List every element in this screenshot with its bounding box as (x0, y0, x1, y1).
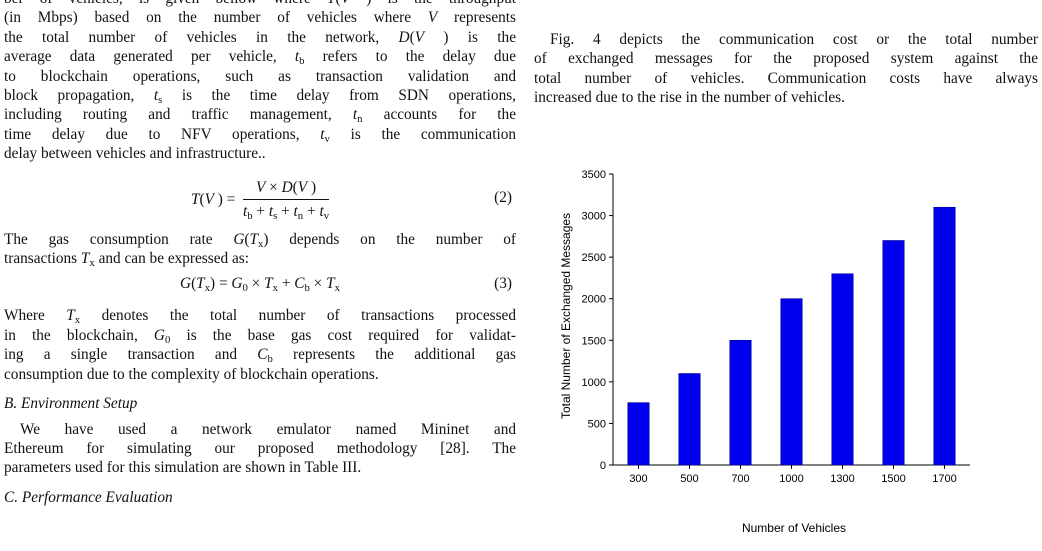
paragraph-fig4-description: Fig. 4 depicts the communication cost or… (534, 0, 1038, 107)
bar (678, 373, 701, 466)
paragraph-gas-consumption: The gas consumption rate G(Tx) depends o… (4, 230, 516, 269)
x-axis-label: Number of Vehicles (742, 521, 846, 535)
equation-3: G(Tx) = G0 × Tx + Cb × Tx (3) (180, 275, 512, 295)
x-tick-label: 300 (629, 473, 647, 485)
equation-2: T(V ) = V × D(V ) tb + ts + tn + tv (2) (190, 178, 512, 223)
y-tick-label: 3000 (582, 211, 606, 223)
y-tick-label: 1500 (582, 335, 606, 347)
paragraph-transactions: Where Tx denotes the total number of tra… (4, 306, 516, 384)
bar (831, 273, 854, 466)
bar (627, 402, 650, 466)
y-tick-label: 500 (588, 418, 606, 430)
text-line: Fig. 4 depicts the communication cost or… (550, 30, 1038, 48)
section-heading-c: C. Performance Evaluation (4, 488, 173, 506)
y-axis-label: Total Number of Exchanged Messages (559, 213, 573, 419)
x-tick-label: 1000 (779, 473, 803, 485)
text-line: in the blockchain, G0 is the base gas co… (4, 326, 517, 346)
paragraph-throughput: ber of vehicles, is given bellow where T… (4, 0, 516, 164)
bar (729, 339, 752, 466)
text-line: average data generated per vehicle, tb r… (4, 48, 516, 68)
text-line: ing a single transaction and Cb represen… (4, 346, 516, 366)
text-line: transactions Tx and can be expressed as: (4, 250, 249, 270)
text-line: delay between vehicles and infrastructur… (4, 145, 266, 163)
text-line: increased due to the rise in the number … (534, 89, 845, 106)
bar (882, 240, 905, 466)
bar (933, 206, 956, 466)
text-line: The gas consumption rate G(Tx) depends o… (4, 230, 516, 250)
text-line: parameters used for this simulation are … (4, 459, 362, 477)
bar (780, 298, 803, 466)
y-tick-label: 2000 (582, 294, 606, 306)
text-line: consumption due to the complexity of blo… (4, 365, 379, 383)
text-line: including routing and traffic management… (4, 106, 516, 126)
x-tick-label: 1300 (830, 473, 854, 485)
text-line: (in Mbps) based on the number of vehicle… (4, 9, 516, 27)
text-line: Ethereum for simulating our proposed met… (4, 439, 516, 457)
y-tick-label: 1000 (582, 377, 606, 389)
y-tick-label: 3500 (582, 169, 606, 181)
equation-3-number: (3) (494, 275, 512, 293)
paragraph-environment: We have used a network emulator named Mi… (4, 420, 516, 478)
x-tick-label: 1500 (881, 473, 905, 485)
x-tick-label: 500 (680, 473, 698, 485)
equation-2-fraction: V × D(V ) tb + ts + tn + tv (242, 178, 330, 223)
text-line: time delay due to NFV operations, tv is … (4, 125, 516, 145)
text-line: the total number of vehicles in the netw… (4, 28, 516, 46)
text-line: of exchanged messages for the proposed s… (534, 50, 1038, 68)
text-line: We have used a network emulator named Mi… (20, 420, 516, 438)
text-line: total number of vehicles. Communication … (534, 69, 1038, 87)
x-tick-label: 700 (731, 473, 749, 485)
text-line: ber of vehicles, is given bellow where T… (4, 0, 516, 8)
text-line: Where Tx denotes the total number of tra… (4, 307, 516, 327)
left-column: ber of vehicles, is given bellow where T… (4, 0, 516, 507)
equation-2-number: (2) (494, 188, 512, 206)
plot-area: 0 500 1000 1500 2000 2500 3000 3500 300 500 700 100… (582, 169, 970, 485)
section-heading-b: B. Environment Setup (4, 395, 138, 413)
y-tick-label: 2500 (582, 252, 606, 264)
y-tick-label: 0 (600, 460, 606, 472)
x-tick-label: 1700 (932, 473, 956, 485)
right-column: Fig. 4 depicts the communication cost or… (534, 0, 1038, 107)
text-line: block propagation, ts is the time delay … (4, 87, 516, 107)
bar-chart: 0 500 1000 1500 2000 2500 3000 3500 300 500 700 100… (559, 169, 970, 535)
text-line: to blockchain operations, such as transa… (4, 67, 516, 85)
